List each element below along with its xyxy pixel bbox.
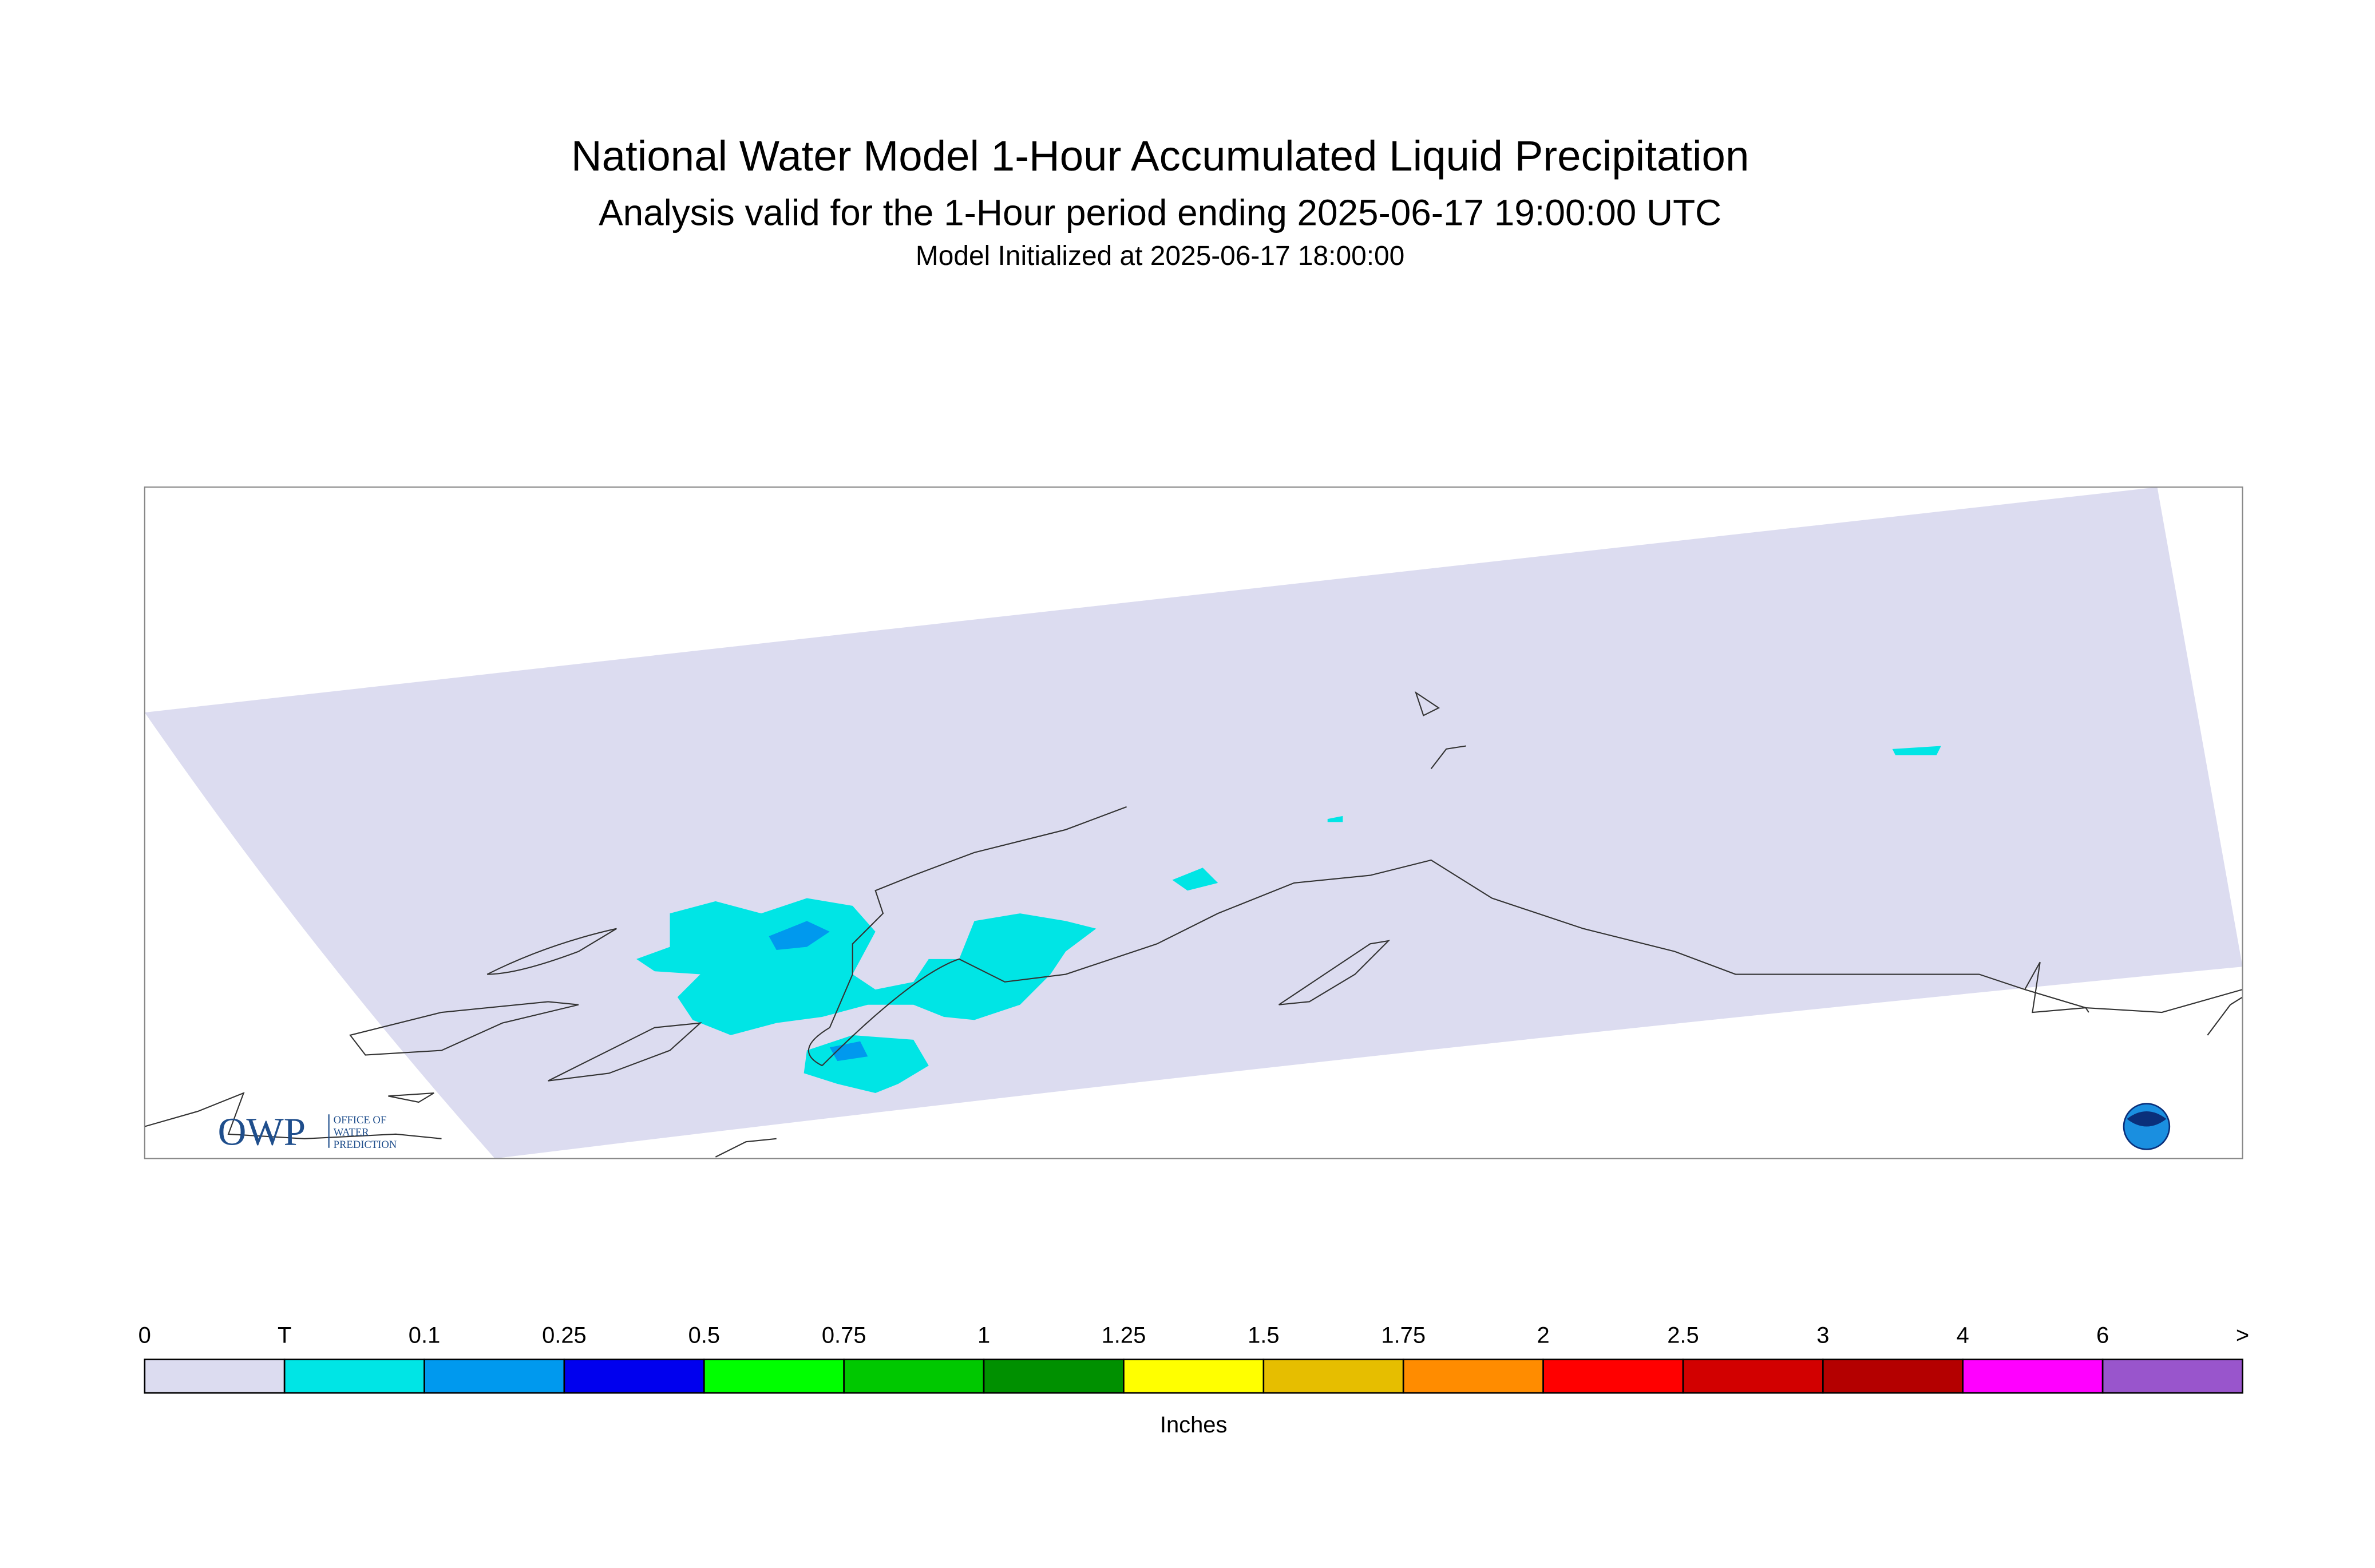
- legend-swatch: [1542, 1359, 1684, 1394]
- logo-line: WATER: [334, 1127, 370, 1139]
- legend-swatch: [1962, 1359, 2104, 1394]
- legend-swatch: [983, 1359, 1125, 1394]
- legend-swatch: [283, 1359, 425, 1394]
- map: OWP OFFICE OF WATER PREDICTION: [144, 486, 2243, 1159]
- legend-swatch: [2101, 1359, 2243, 1394]
- logo-acronym: OWP: [217, 1109, 306, 1153]
- logo-line: PREDICTION: [334, 1139, 397, 1151]
- legend-label: 3: [1816, 1322, 1829, 1348]
- legend-label: 1.25: [1102, 1322, 1146, 1348]
- legend-swatch: [1123, 1359, 1265, 1394]
- legend-label: 0.75: [822, 1322, 866, 1348]
- legend-swatch: [703, 1359, 845, 1394]
- legend-swatch: [1822, 1359, 1964, 1394]
- legend-swatch: [563, 1359, 705, 1394]
- legend: 0 T 0.1 0.25 0.5 0.75 1 1.25 1.5 1.75 2 2.5 3 4 6 >: [138, 1322, 2249, 1394]
- legend-label: 1: [977, 1322, 990, 1348]
- subtitle: Analysis valid for the 1-Hour period end…: [599, 192, 1721, 233]
- legend-unit: Inches: [1160, 1412, 1228, 1438]
- legend-label: 2.5: [1667, 1322, 1699, 1348]
- legend-label: 1.75: [1381, 1322, 1426, 1348]
- legend-swatch: [1262, 1359, 1404, 1394]
- legend-label: T: [278, 1322, 291, 1348]
- legend-swatch: [843, 1359, 985, 1394]
- noaa-logo: [2123, 1103, 2171, 1150]
- title: National Water Model 1-Hour Accumulated …: [571, 132, 1749, 180]
- map-frame: [144, 486, 2243, 1159]
- legend-label: 1.5: [1248, 1322, 1279, 1348]
- init-time: Model Initialized at 2025-06-17 18:00:00: [916, 241, 1404, 271]
- precipitation: [636, 746, 1941, 1094]
- legend-swatch: [144, 1359, 286, 1394]
- legend-label: 2: [1537, 1322, 1550, 1348]
- legend-label: >: [2236, 1322, 2249, 1348]
- legend-swatch: [1402, 1359, 1544, 1394]
- legend-label: 6: [2096, 1322, 2109, 1348]
- coastlines: [144, 691, 2243, 1158]
- logo-line: OFFICE OF: [334, 1114, 387, 1126]
- legend-swatch: [423, 1359, 565, 1394]
- owp-logo: OWP OFFICE OF WATER PREDICTION: [217, 1109, 397, 1153]
- legend-label: 0.1: [409, 1322, 440, 1348]
- legend-label: 0.5: [688, 1322, 720, 1348]
- legend-label: 0: [138, 1322, 151, 1348]
- model-domain: [144, 487, 2243, 1159]
- legend-swatch: [1682, 1359, 1824, 1394]
- legend-label: 0.25: [542, 1322, 587, 1348]
- legend-label: 4: [1957, 1322, 1969, 1348]
